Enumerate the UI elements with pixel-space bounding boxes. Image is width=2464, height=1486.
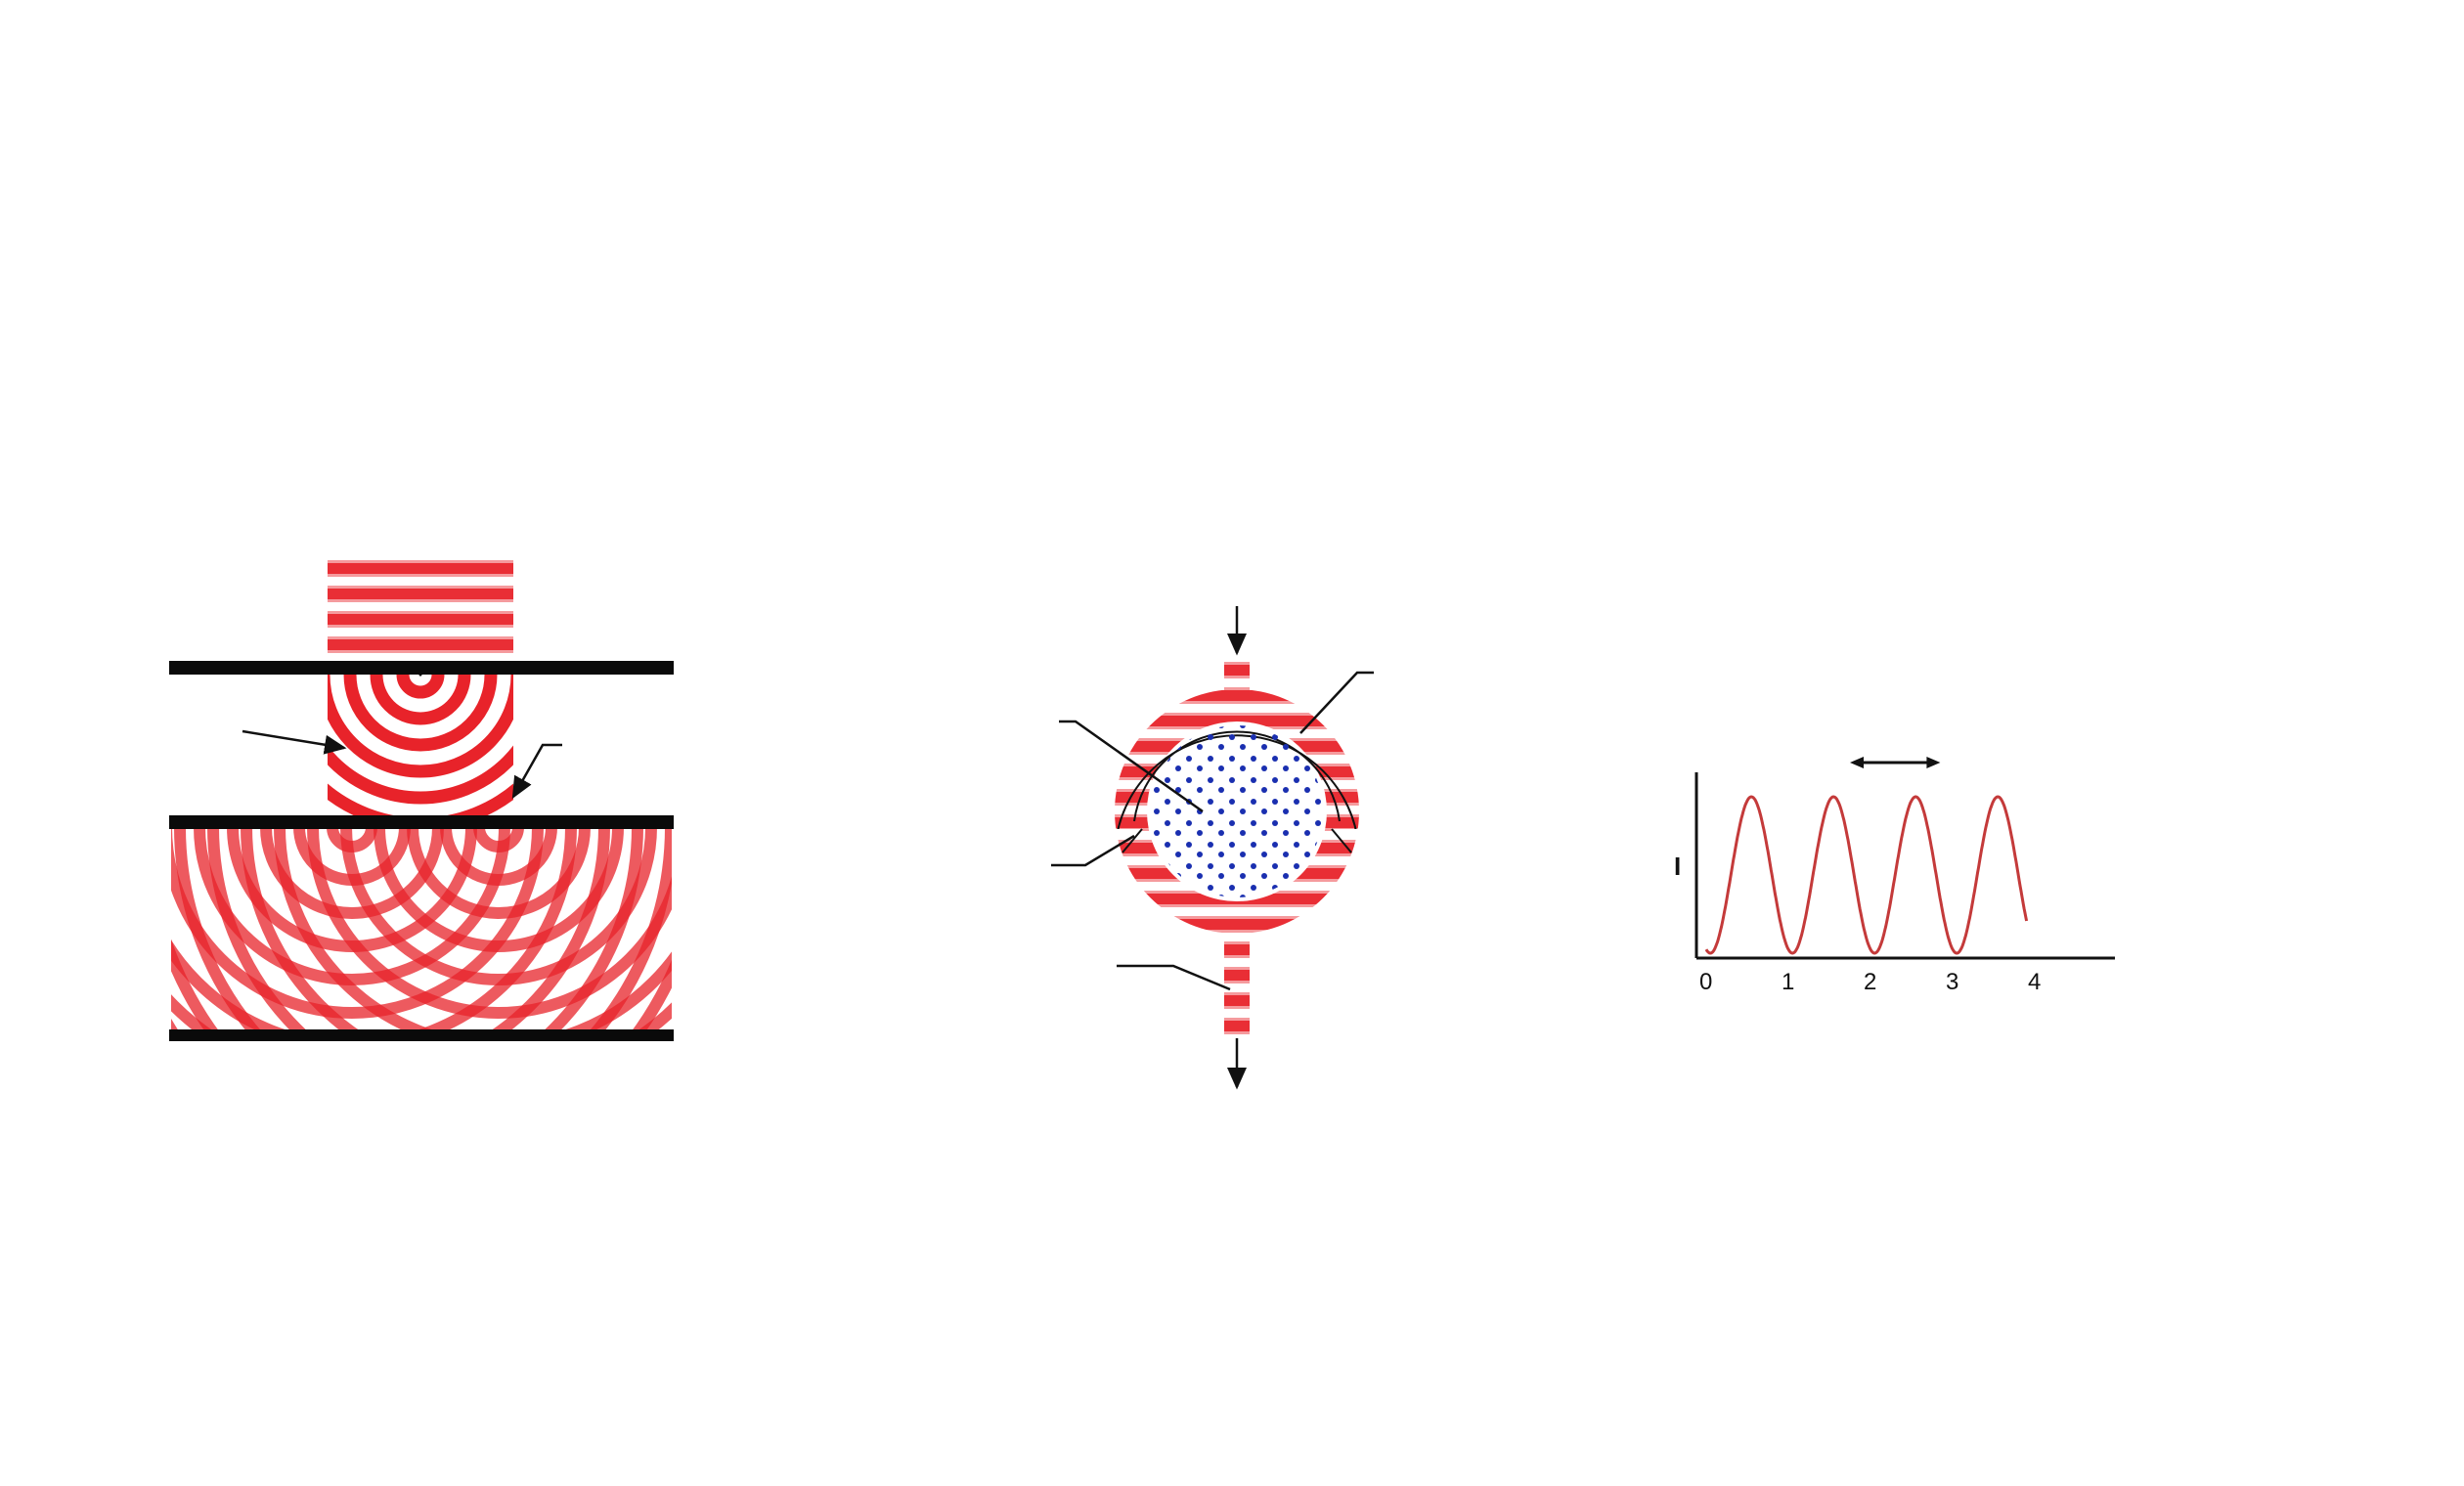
leader-line-double-slit	[511, 743, 562, 800]
dotted-core	[1151, 725, 1323, 897]
x-tick-label: 3	[1946, 969, 1958, 995]
y-axis-label: I	[1674, 852, 1681, 881]
leader-line-lower-arm	[1051, 834, 1135, 867]
interference-ring	[260, 827, 444, 919]
x-tick-label: 2	[1864, 969, 1876, 995]
period-arrowhead-right	[1926, 757, 1941, 768]
period-arrowhead-left	[1850, 757, 1864, 768]
intensity-chart: I 0 1 2 3 4	[1674, 757, 2115, 995]
interference-ring	[194, 827, 510, 985]
diffraction-ring	[328, 745, 513, 805]
diffraction-ring	[328, 673, 513, 778]
barrier-middle	[169, 815, 674, 829]
barrier-bottom	[169, 1029, 674, 1041]
leader-line-upper-arm	[1299, 671, 1374, 734]
leader-line-core	[1059, 720, 1204, 813]
x-tick-label: 0	[1699, 969, 1712, 995]
double-slit-diagram	[169, 552, 674, 1041]
ring-interferometer-diagram	[1051, 606, 1374, 1090]
barrier-top	[169, 661, 674, 677]
interference-pattern	[171, 827, 672, 1034]
interference-ring	[374, 827, 624, 952]
leader-line-output	[1117, 964, 1231, 991]
interference-ring	[340, 827, 657, 985]
x-tick-label: 4	[2028, 969, 2041, 995]
x-tick-label: 1	[1782, 969, 1794, 995]
interference-ring	[473, 827, 524, 852]
interference-ring	[307, 827, 672, 1019]
interference-ring	[171, 827, 544, 1019]
output-waveguide	[1224, 937, 1250, 1034]
interference-ring	[407, 827, 591, 919]
incident-plane-wave	[328, 552, 513, 665]
intensity-curve	[1704, 795, 2029, 955]
interference-ring	[440, 827, 557, 886]
leader-line-single-slit	[242, 729, 347, 755]
